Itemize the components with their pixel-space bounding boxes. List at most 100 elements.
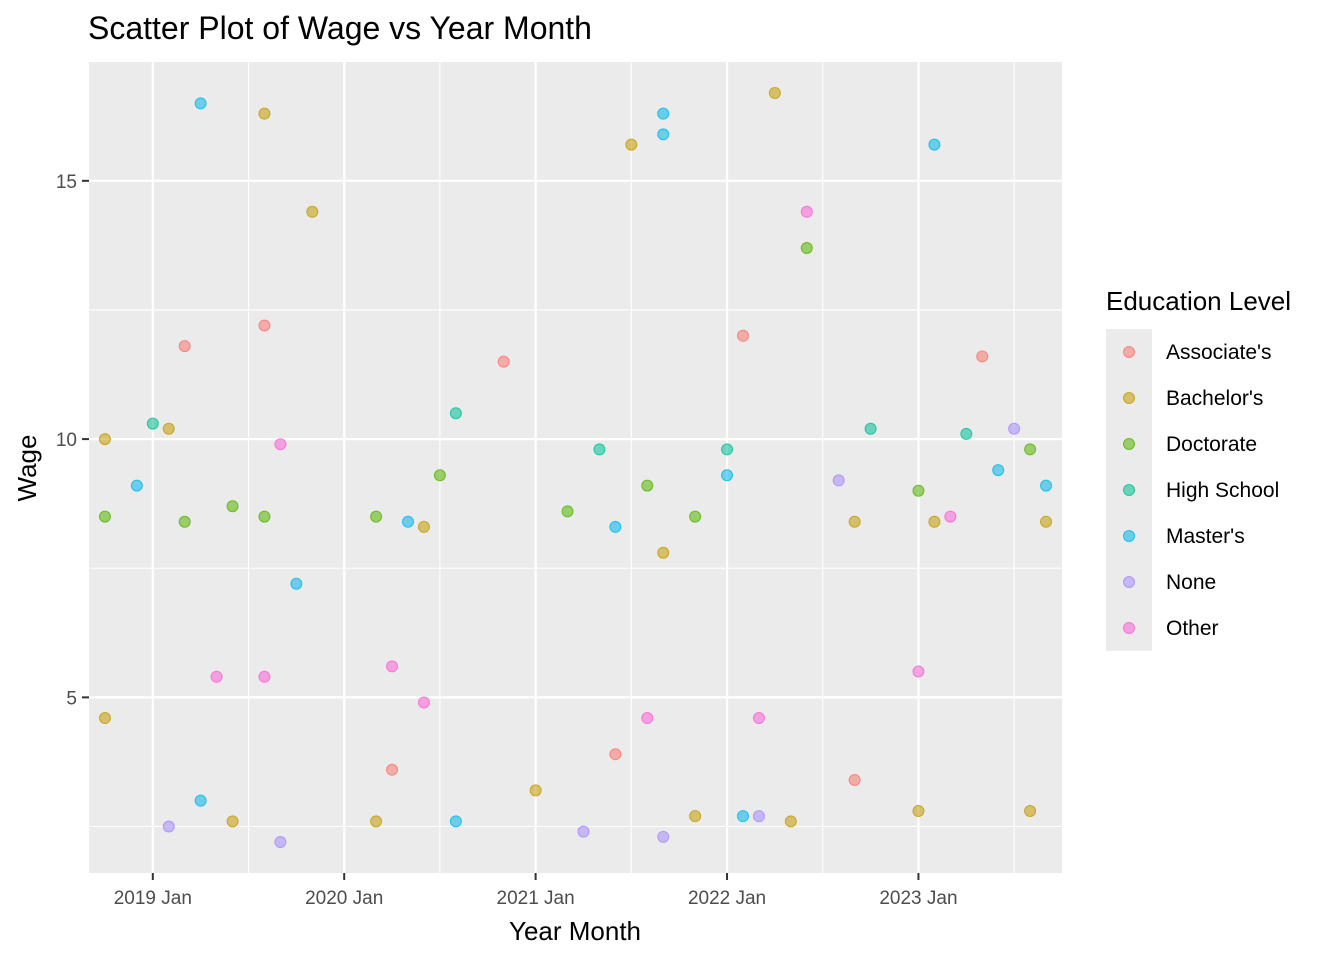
data-point-doctorate [1024, 443, 1037, 456]
legend-key [1123, 484, 1135, 496]
data-point-high-school [864, 422, 877, 435]
data-point-other [258, 670, 271, 683]
x-axis-title: Year Month [509, 916, 641, 946]
data-point-master-s [194, 794, 207, 807]
data-point-doctorate [689, 510, 702, 523]
data-point-doctorate [912, 484, 925, 497]
data-point-associate-s [386, 763, 399, 776]
data-point-doctorate [98, 510, 111, 523]
data-point-master-s [1040, 479, 1053, 492]
x-axis: 2019 Jan 2020 Jan 2021 Jan 2022 Jan 2023 Jan [114, 873, 958, 909]
y-tick-label: 15 [56, 172, 77, 193]
data-point-master-s [402, 515, 415, 528]
data-point-doctorate [178, 515, 191, 528]
legend-label: Master's [1166, 525, 1245, 548]
data-point-master-s [721, 469, 734, 482]
data-point-other [800, 205, 813, 218]
data-point-doctorate [641, 479, 654, 492]
legend-label: High School [1166, 479, 1279, 502]
data-point-associate-s [736, 329, 749, 342]
data-point-master-s [657, 128, 670, 141]
major-gridlines [89, 62, 1062, 873]
x-tick-label: 2019 Jan [114, 888, 192, 909]
data-point-high-school [960, 427, 973, 440]
data-points [98, 86, 1053, 849]
data-point-associate-s [258, 319, 271, 332]
legend-title: Education Level [1106, 286, 1291, 316]
data-point-associate-s [178, 340, 191, 353]
data-point-master-s [194, 97, 207, 110]
data-point-other [417, 696, 430, 709]
y-axis: 5 10 15 [56, 172, 89, 709]
legend-key [1123, 622, 1135, 634]
data-point-none [832, 474, 845, 487]
data-point-doctorate [800, 241, 813, 254]
minor-gridlines [89, 62, 1062, 873]
data-point-none [1008, 422, 1021, 435]
data-point-associate-s [848, 774, 861, 787]
data-point-none [577, 825, 590, 838]
data-point-master-s [130, 479, 143, 492]
legend-label: None [1166, 571, 1216, 594]
data-point-other [386, 660, 399, 673]
data-point-bachelor-s [162, 422, 175, 435]
data-point-bachelor-s [784, 815, 797, 828]
data-point-associate-s [497, 355, 510, 368]
data-point-bachelor-s [1024, 805, 1037, 818]
chart-title: Scatter Plot of Wage vs Year Month [88, 10, 592, 46]
data-point-other [912, 665, 925, 678]
x-tick-label: 2020 Jan [305, 888, 383, 909]
data-point-high-school [721, 443, 734, 456]
x-tick-label: 2023 Jan [879, 888, 957, 909]
x-tick-label: 2022 Jan [688, 888, 766, 909]
data-point-master-s [736, 810, 749, 823]
plot-panel [89, 62, 1062, 873]
data-point-bachelor-s [98, 712, 111, 725]
x-tick-label: 2021 Jan [497, 888, 575, 909]
data-point-other [641, 712, 654, 725]
data-point-bachelor-s [370, 815, 383, 828]
data-point-master-s [657, 107, 670, 120]
legend-key [1123, 392, 1135, 404]
data-point-other [944, 510, 957, 523]
data-point-high-school [146, 417, 159, 430]
data-point-doctorate [258, 510, 271, 523]
data-point-doctorate [370, 510, 383, 523]
legend-key [1123, 530, 1135, 542]
data-point-other [274, 438, 287, 451]
data-point-bachelor-s [928, 515, 941, 528]
legend-key [1123, 346, 1135, 358]
data-point-high-school [593, 443, 606, 456]
data-point-associate-s [976, 350, 989, 363]
legend-label: Associate's [1166, 341, 1272, 364]
data-point-master-s [992, 464, 1005, 477]
data-point-bachelor-s [226, 815, 239, 828]
data-point-master-s [290, 577, 303, 590]
legend-label: Bachelor's [1166, 387, 1263, 410]
data-point-bachelor-s [306, 205, 319, 218]
data-point-high-school [449, 407, 462, 420]
legend-key [1123, 576, 1135, 588]
data-point-bachelor-s [417, 520, 430, 533]
data-point-master-s [928, 138, 941, 151]
y-axis-title: Wage [12, 435, 42, 502]
legend-key [1123, 438, 1135, 450]
data-point-bachelor-s [98, 433, 111, 446]
data-point-bachelor-s [625, 138, 638, 151]
legend: Education Level Associate's Bachelor's Doc… [1106, 286, 1291, 651]
data-point-bachelor-s [657, 546, 670, 559]
data-point-none [162, 820, 175, 833]
data-point-doctorate [433, 469, 446, 482]
data-point-none [274, 836, 287, 849]
data-point-master-s [609, 520, 622, 533]
data-point-master-s [449, 815, 462, 828]
data-point-other [210, 670, 223, 683]
data-point-none [752, 810, 765, 823]
data-point-doctorate [561, 505, 574, 518]
data-point-other [752, 712, 765, 725]
data-point-bachelor-s [768, 86, 781, 99]
data-point-bachelor-s [848, 515, 861, 528]
legend-label: Other [1166, 617, 1219, 640]
y-tick-label: 10 [56, 430, 77, 451]
